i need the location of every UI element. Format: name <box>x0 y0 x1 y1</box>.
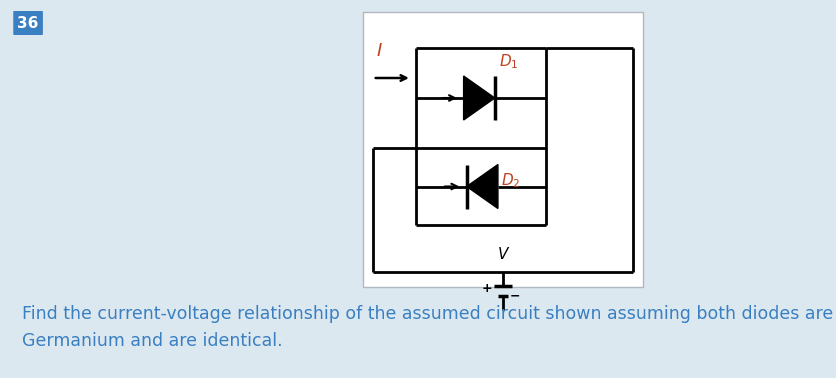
Text: V: V <box>497 247 507 262</box>
Text: −: − <box>509 290 520 302</box>
Text: $D_1$: $D_1$ <box>499 52 518 71</box>
Text: 36: 36 <box>18 15 38 31</box>
Text: I: I <box>376 42 381 60</box>
Text: +: + <box>481 282 492 294</box>
FancyBboxPatch shape <box>13 11 43 35</box>
Polygon shape <box>466 164 497 209</box>
Text: Find the current-voltage relationship of the assumed circuit shown assuming both: Find the current-voltage relationship of… <box>22 305 832 350</box>
Polygon shape <box>463 76 494 120</box>
Text: $D_2$: $D_2$ <box>501 171 520 190</box>
Bar <box>363 12 642 287</box>
